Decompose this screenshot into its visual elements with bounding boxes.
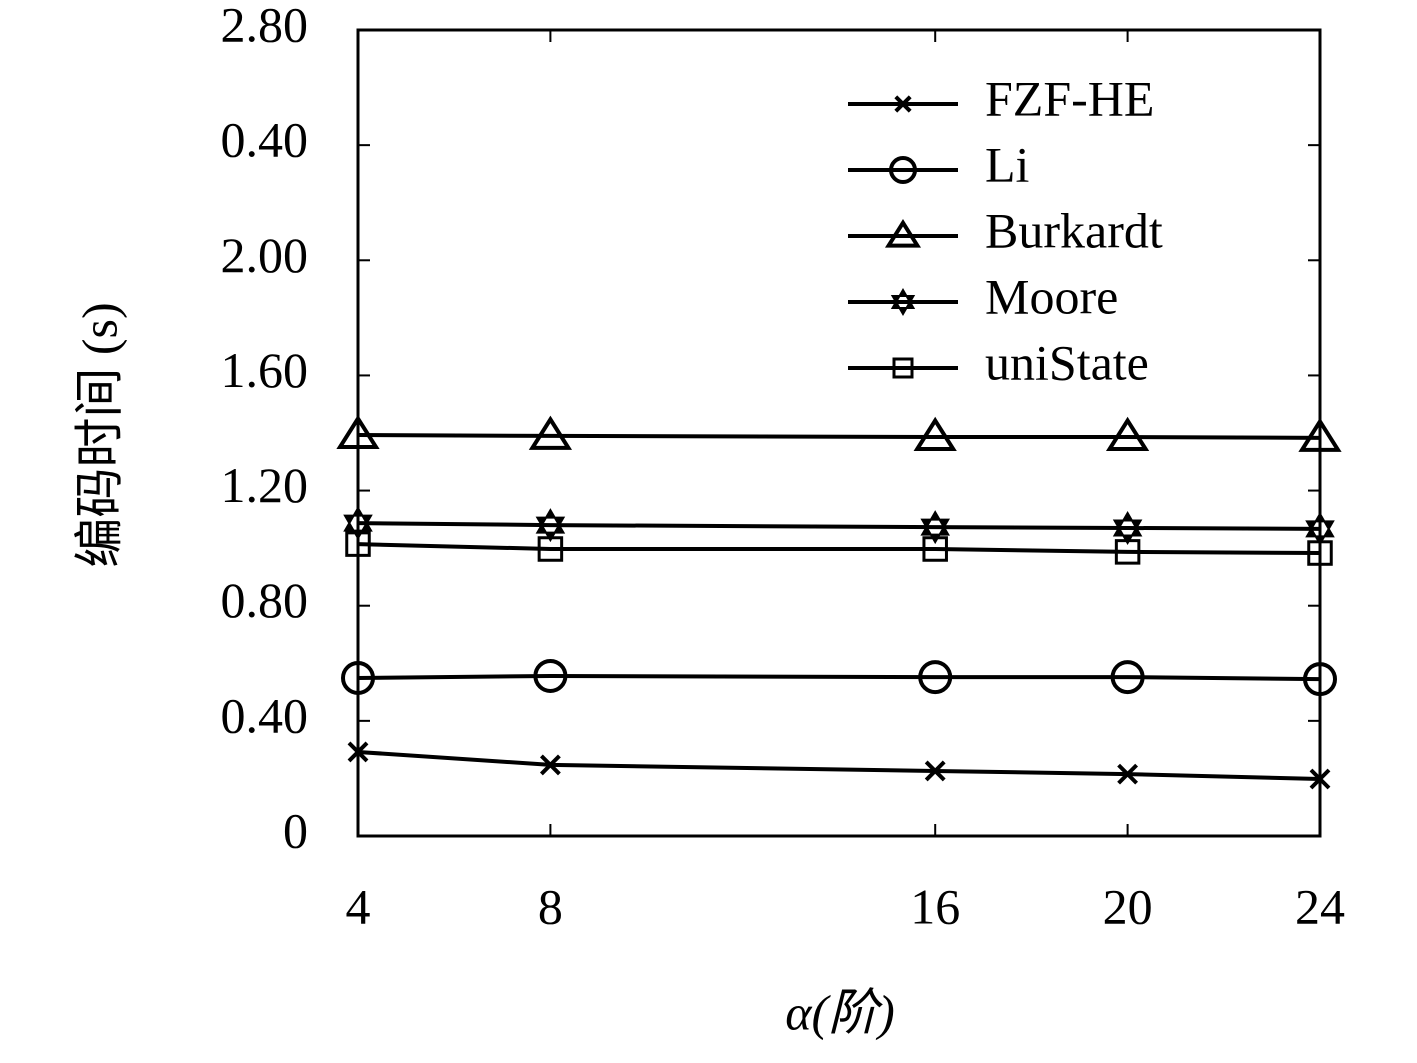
marker [1114,539,1141,565]
x-tick-label: 24 [1295,878,1345,934]
marker [528,415,573,450]
y-tick-label: 1.20 [221,457,309,513]
marker [341,660,375,695]
series-line [357,433,1321,440]
marker [343,506,373,541]
marker [924,760,946,782]
y-tick-label: 2.80 [221,0,309,52]
plot-frame [356,28,1322,838]
marker [918,660,953,695]
marker [336,414,380,450]
y-tick-label: 0 [283,802,308,858]
series-line [357,749,1321,782]
marker [539,754,561,776]
marker [537,536,564,562]
legend-marker [892,357,914,379]
marker [1309,768,1331,790]
legend-marker [890,288,916,316]
x-tick-label: 16 [910,878,960,934]
legend-label: Burkardt [985,202,1163,258]
marker [347,741,369,763]
marker [1303,662,1337,697]
marker [1307,540,1333,566]
legend-label: Li [985,136,1029,192]
marker [1117,763,1139,785]
y-tick-label: 0.40 [221,687,309,743]
marker [345,531,371,557]
marker [913,416,957,452]
series-line [357,521,1321,531]
x-tick-label: 8 [538,878,563,934]
y-tick-label: 1.60 [221,342,309,398]
marker [535,508,566,543]
marker [1110,660,1145,695]
legend-label: FZF-HE [985,70,1154,126]
y-tick-label: 2.00 [221,227,309,283]
series-line [357,542,1321,556]
marker [1298,417,1342,452]
legend-marker [894,95,912,113]
x-axis-label: α(阶) [785,984,895,1040]
series-line [357,673,1321,682]
marker [922,536,948,562]
marker [1112,510,1143,545]
x-tick-label: 20 [1103,878,1153,934]
legend-label: Moore [985,268,1118,324]
y-tick-label: 0.40 [221,112,309,168]
x-tick-label: 4 [346,878,371,934]
marker [1305,511,1335,546]
y-axis-label: 编码时间 (s) [71,302,127,567]
y-tick-label: 0.80 [221,572,309,628]
marker [1105,416,1150,452]
legend-marker [884,219,922,248]
legend-marker [889,156,917,184]
marker [533,658,568,693]
legend-label: uniState [985,334,1149,390]
marker [920,510,950,545]
